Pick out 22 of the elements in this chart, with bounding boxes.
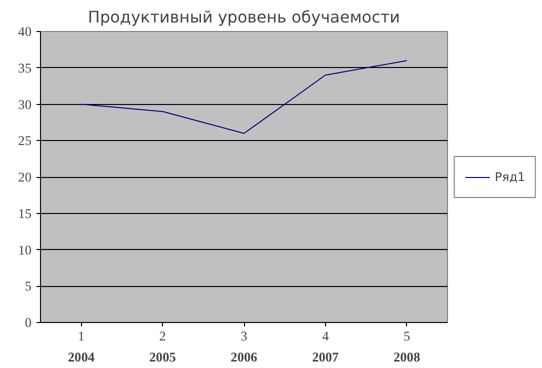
y-tick-label: 35 <box>18 60 32 76</box>
x-tick-label: 3 <box>240 328 248 344</box>
x-tick-label: 5 <box>403 328 410 344</box>
y-tick-label: 20 <box>18 170 32 184</box>
text: 2005 <box>149 350 176 364</box>
y-tick-label: 10 <box>18 242 32 258</box>
chart-title: Продуктивный уровень обучаемости <box>88 8 400 26</box>
y-tick-label: 15 <box>18 206 32 221</box>
x-tick-label: 4 <box>322 328 330 344</box>
x-tick-label: 1 <box>78 328 85 344</box>
y-tick-label: 30 <box>18 96 32 112</box>
legend-label: Ряд1 <box>494 170 526 184</box>
y-tick-label: 40 <box>18 24 32 39</box>
text: 2008 <box>393 350 420 364</box>
text: 2006 <box>230 350 258 364</box>
y-tick-label: 0 <box>24 315 32 330</box>
x-tick-label: 2 <box>159 328 166 344</box>
line-series <box>80 60 408 134</box>
text: 2007 <box>312 350 340 364</box>
text: 2004 <box>68 350 95 364</box>
y-tick-label: 25 <box>18 133 32 148</box>
y-tick-label: 5 <box>24 278 32 294</box>
